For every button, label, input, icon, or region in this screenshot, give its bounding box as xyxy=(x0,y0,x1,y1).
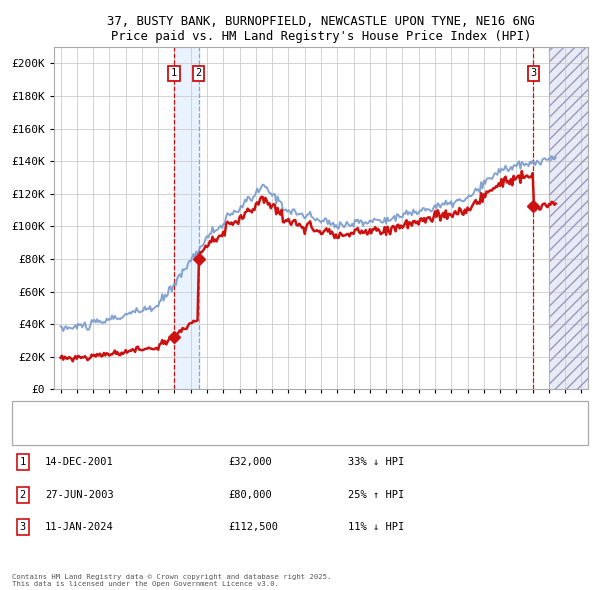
Text: £80,000: £80,000 xyxy=(228,490,272,500)
Text: 1: 1 xyxy=(20,457,26,467)
Text: 2: 2 xyxy=(20,490,26,500)
Text: 27-JUN-2003: 27-JUN-2003 xyxy=(45,490,114,500)
Text: 1: 1 xyxy=(170,68,177,78)
Text: £112,500: £112,500 xyxy=(228,522,278,532)
Text: £32,000: £32,000 xyxy=(228,457,272,467)
Text: 14-DEC-2001: 14-DEC-2001 xyxy=(45,457,114,467)
Bar xyxy=(549,47,588,389)
Text: 37, BUSTY BANK, BURNOPFIELD, NEWCASTLE UPON TYNE, NE16 6NG (semi-detached house): 37, BUSTY BANK, BURNOPFIELD, NEWCASTLE U… xyxy=(55,409,455,418)
Text: 11% ↓ HPI: 11% ↓ HPI xyxy=(348,522,404,532)
Text: 33% ↓ HPI: 33% ↓ HPI xyxy=(348,457,404,467)
Text: 3: 3 xyxy=(530,68,536,78)
Text: 25% ↑ HPI: 25% ↑ HPI xyxy=(348,490,404,500)
Bar xyxy=(549,47,588,389)
Title: 37, BUSTY BANK, BURNOPFIELD, NEWCASTLE UPON TYNE, NE16 6NG
Price paid vs. HM Lan: 37, BUSTY BANK, BURNOPFIELD, NEWCASTLE U… xyxy=(107,15,535,43)
Text: HPI: Average price, semi-detached house, County Durham: HPI: Average price, semi-detached house,… xyxy=(55,428,325,438)
Text: 3: 3 xyxy=(20,522,26,532)
Bar xyxy=(174,47,199,389)
Text: 2: 2 xyxy=(196,68,202,78)
Text: 11-JAN-2024: 11-JAN-2024 xyxy=(45,522,114,532)
Text: Contains HM Land Registry data © Crown copyright and database right 2025.
This d: Contains HM Land Registry data © Crown c… xyxy=(12,574,331,587)
